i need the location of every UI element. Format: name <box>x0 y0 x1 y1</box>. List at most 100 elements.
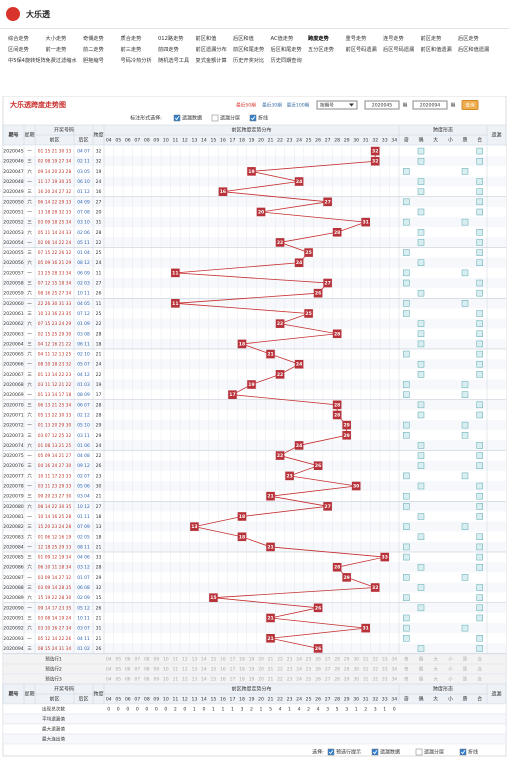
checkbox[interactable] <box>211 114 219 122</box>
preselect-cell[interactable]: 14 <box>201 657 207 663</box>
preselect-cell[interactable]: 21 <box>268 677 274 683</box>
nav-link[interactable]: 前区走势 <box>420 36 442 42</box>
nav-link[interactable]: AC值走势 <box>270 36 294 42</box>
select-box[interactable] <box>316 100 358 110</box>
preselect-cell[interactable]: 06 <box>125 677 131 683</box>
preselect-cell[interactable]: 08 <box>144 667 150 673</box>
nav-link[interactable]: 后区和尾走势 <box>270 47 302 53</box>
nav-link[interactable]: 前区和值 <box>195 36 217 42</box>
preselect-cell[interactable]: 26 <box>315 657 321 663</box>
preselect-cell[interactable]: 12 <box>182 667 188 673</box>
preselect-cell[interactable]: 合 <box>477 676 482 683</box>
nav-link[interactable]: 前二走势 <box>83 47 104 53</box>
query-button[interactable] <box>461 100 479 110</box>
preselect-cell[interactable]: 18 <box>239 667 245 673</box>
preselect-cell[interactable]: 19 <box>249 657 255 663</box>
recent-link[interactable]: 最近50期 <box>236 102 256 109</box>
preselect-cell[interactable]: 07 <box>135 657 141 663</box>
preselect-cell[interactable]: 33 <box>382 667 388 673</box>
nav-link[interactable]: 奇偶走势 <box>83 36 104 42</box>
preselect-cell[interactable]: 质 <box>463 676 468 683</box>
nav-link[interactable]: 号码冷热分析 <box>120 58 152 64</box>
preselect-cell[interactable]: 33 <box>382 657 388 663</box>
recent-link[interactable]: 最近30期 <box>262 102 282 109</box>
preselect-cell[interactable]: 13 <box>192 677 198 683</box>
checkbox[interactable] <box>371 748 379 756</box>
preselect-cell[interactable]: 25 <box>306 677 312 683</box>
preselect-cell[interactable]: 12 <box>182 657 188 663</box>
preselect-cell[interactable]: 30 <box>353 657 359 663</box>
nav-link[interactable]: 历史同期查询 <box>270 58 302 64</box>
preselect-cell[interactable]: 10 <box>163 657 169 663</box>
preselect-cell[interactable]: 31 <box>363 677 369 683</box>
preselect-cell[interactable]: 05 <box>115 667 121 673</box>
preselect-cell[interactable]: 14 <box>201 677 207 683</box>
nav-link[interactable]: 前区遗漏分布 <box>195 47 227 53</box>
preselect-cell[interactable]: 34 <box>391 677 397 683</box>
nav-link[interactable]: 前区号码遗漏 <box>345 47 377 53</box>
preselect-cell[interactable]: 27 <box>325 667 331 673</box>
nav-link[interactable]: 跨度走势 <box>308 36 329 42</box>
preselect-cell[interactable]: 07 <box>135 677 141 683</box>
preselect-cell[interactable]: 10 <box>163 677 169 683</box>
checkbox[interactable] <box>415 748 423 756</box>
preselect-cell[interactable]: 合 <box>477 656 482 663</box>
nav-link[interactable]: 012路走势 <box>158 36 184 42</box>
preselect-cell[interactable]: 大 <box>433 666 438 673</box>
preselect-cell[interactable]: 24 <box>296 657 302 663</box>
preselect-cell[interactable]: 16 <box>220 677 226 683</box>
preselect-cell[interactable]: 34 <box>391 657 397 663</box>
preselect-cell[interactable]: 09 <box>154 657 160 663</box>
nav-link[interactable]: 区间走势 <box>8 47 29 53</box>
nav-link[interactable]: 后区走势 <box>458 36 479 42</box>
preselect-cell[interactable]: 奇 <box>404 676 409 683</box>
preselect-cell[interactable]: 06 <box>125 657 131 663</box>
nav-link[interactable]: 五分区走势 <box>308 47 334 53</box>
preselect-cell[interactable]: 34 <box>391 667 397 673</box>
preselect-cell[interactable]: 11 <box>173 667 179 673</box>
preselect-cell[interactable]: 14 <box>201 667 207 673</box>
nav-link[interactable]: 后区和值 <box>233 36 254 42</box>
preselect-cell[interactable]: 04 <box>106 677 112 683</box>
preselect-cell[interactable]: 08 <box>144 677 150 683</box>
preselect-cell[interactable]: 10 <box>163 667 169 673</box>
input-from[interactable] <box>364 100 400 110</box>
nav-link[interactable]: 复式金额计算 <box>195 58 227 64</box>
preselect-cell[interactable]: 24 <box>296 667 302 673</box>
preselect-cell[interactable]: 22 <box>277 677 283 683</box>
preselect-cell[interactable]: 08 <box>144 657 150 663</box>
preselect-cell[interactable]: 25 <box>306 667 312 673</box>
preselect-cell[interactable]: 19 <box>249 677 255 683</box>
preselect-cell[interactable]: 质 <box>463 666 468 673</box>
preselect-cell[interactable]: 29 <box>344 657 350 663</box>
preselect-cell[interactable]: 质 <box>463 656 468 663</box>
preselect-cell[interactable]: 大 <box>433 656 438 663</box>
checkbox[interactable] <box>173 114 181 122</box>
preselect-cell[interactable]: 31 <box>363 657 369 663</box>
preselect-cell[interactable]: 28 <box>334 677 340 683</box>
nav-link[interactable]: 后区号码遗漏 <box>383 47 415 53</box>
checkbox[interactable] <box>459 748 467 756</box>
preselect-cell[interactable]: 12 <box>182 677 188 683</box>
nav-link[interactable]: 前一走势 <box>45 47 67 53</box>
nav-link[interactable]: 后区和值遗漏 <box>458 47 490 53</box>
preselect-cell[interactable]: 25 <box>306 657 312 663</box>
preselect-cell[interactable]: 17 <box>230 657 236 663</box>
preselect-cell[interactable]: 06 <box>125 667 131 673</box>
preselect-cell[interactable]: 18 <box>239 657 245 663</box>
preselect-cell[interactable]: 11 <box>173 677 179 683</box>
preselect-cell[interactable]: 09 <box>154 667 160 673</box>
preselect-cell[interactable]: 大 <box>433 676 438 683</box>
preselect-cell[interactable]: 13 <box>192 667 198 673</box>
preselect-cell[interactable]: 04 <box>106 657 112 663</box>
preselect-cell[interactable]: 19 <box>249 667 255 673</box>
preselect-cell[interactable]: 20 <box>258 657 264 663</box>
preselect-cell[interactable]: 15 <box>211 667 217 673</box>
preselect-cell[interactable]: 04 <box>106 667 112 673</box>
preselect-cell[interactable]: 31 <box>363 667 369 673</box>
preselect-cell[interactable]: 30 <box>353 677 359 683</box>
preselect-cell[interactable]: 21 <box>268 667 274 673</box>
preselect-cell[interactable]: 30 <box>353 667 359 673</box>
preselect-cell[interactable]: 32 <box>372 667 378 673</box>
preselect-cell[interactable]: 07 <box>135 667 141 673</box>
